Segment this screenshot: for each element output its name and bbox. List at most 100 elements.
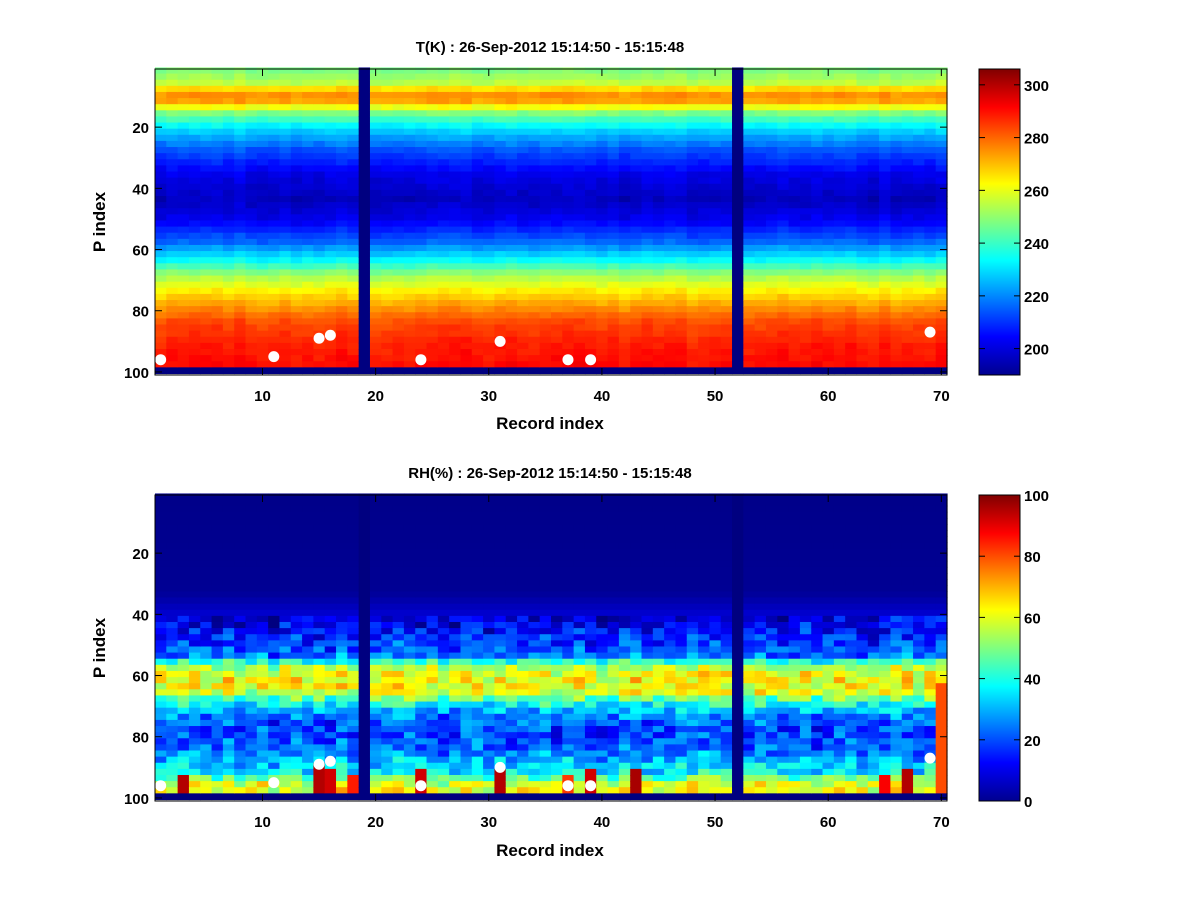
heatmap-cell bbox=[845, 79, 858, 87]
heatmap-cell bbox=[358, 177, 371, 185]
heatmap-cell bbox=[290, 232, 303, 240]
heatmap-cell bbox=[449, 122, 462, 130]
heatmap-cell bbox=[460, 312, 473, 319]
heatmap-cell bbox=[449, 689, 462, 697]
heatmap-cell bbox=[166, 85, 179, 93]
heatmap-cell bbox=[211, 597, 224, 605]
heatmap-cell bbox=[449, 621, 462, 629]
heatmap-cell bbox=[698, 67, 710, 75]
heatmap-cell bbox=[867, 110, 880, 118]
heatmap-cell bbox=[177, 171, 190, 179]
heatmap-cell bbox=[155, 281, 167, 289]
heatmap-cell bbox=[471, 367, 484, 375]
heatmap-cell bbox=[811, 263, 824, 271]
heatmap-cell bbox=[879, 269, 892, 277]
heatmap-cell bbox=[573, 183, 586, 191]
heatmap-cell bbox=[415, 177, 428, 185]
heatmap-cell bbox=[403, 768, 416, 776]
heatmap-cell bbox=[698, 232, 710, 240]
heatmap-cell bbox=[222, 348, 235, 356]
heatmap-cell bbox=[324, 98, 337, 105]
heatmap-cell bbox=[449, 774, 462, 782]
heatmap-cell bbox=[754, 342, 767, 350]
heatmap-cell bbox=[732, 128, 744, 136]
heatmap-cell bbox=[211, 677, 224, 684]
heatmap-cell bbox=[460, 330, 473, 338]
heatmap-cell bbox=[268, 573, 281, 580]
heatmap-cell bbox=[709, 348, 722, 356]
heatmap-cell bbox=[222, 585, 235, 592]
heatmap-cell bbox=[222, 493, 235, 501]
heatmap-cell bbox=[901, 355, 914, 362]
heatmap-cell bbox=[392, 640, 405, 648]
heatmap-cell bbox=[358, 634, 371, 641]
heatmap-cell bbox=[279, 275, 292, 283]
heatmap-cell bbox=[505, 165, 518, 173]
heatmap-cell bbox=[222, 738, 235, 745]
heatmap-cell bbox=[630, 171, 643, 179]
heatmap-cell bbox=[754, 79, 767, 87]
heatmap-cell bbox=[528, 220, 541, 228]
heatmap-cell bbox=[392, 134, 405, 142]
heatmap-cell bbox=[720, 324, 733, 332]
heatmap-cell bbox=[449, 640, 462, 648]
heatmap-cell bbox=[483, 300, 496, 307]
heatmap-cell bbox=[845, 238, 858, 246]
heatmap-cell bbox=[166, 560, 179, 568]
heatmap-cell bbox=[336, 646, 348, 654]
heatmap-cell bbox=[584, 287, 597, 295]
heatmap-cell bbox=[313, 646, 326, 654]
heatmap-cell bbox=[720, 330, 733, 338]
heatmap-cell bbox=[256, 85, 269, 93]
heatmap-cell bbox=[720, 244, 733, 252]
heatmap-cell bbox=[177, 159, 190, 166]
heatmap-cell bbox=[415, 336, 428, 344]
heatmap-cell bbox=[336, 110, 348, 118]
heatmap-cell bbox=[426, 189, 439, 197]
heatmap-cell bbox=[256, 355, 269, 362]
heatmap-cell bbox=[211, 226, 224, 234]
heatmap-cell bbox=[290, 554, 303, 562]
heatmap-cell bbox=[811, 159, 824, 166]
heatmap-cell bbox=[460, 355, 473, 362]
heatmap-cell bbox=[935, 189, 948, 197]
heatmap-cell bbox=[381, 116, 394, 124]
heatmap-cell bbox=[935, 251, 948, 258]
heatmap-cell bbox=[596, 91, 609, 99]
heatmap-cell bbox=[890, 324, 903, 332]
heatmap-cell bbox=[313, 147, 326, 154]
heatmap-cell bbox=[732, 171, 744, 179]
heatmap-cell bbox=[369, 579, 382, 586]
heatmap-cell bbox=[483, 134, 496, 142]
heatmap-cell bbox=[641, 98, 654, 105]
heatmap-cell bbox=[709, 269, 722, 277]
heatmap-cell bbox=[641, 232, 654, 240]
heatmap-cell bbox=[166, 579, 179, 586]
heatmap-cell bbox=[336, 744, 348, 752]
heatmap-cell bbox=[200, 536, 213, 544]
heatmap-cell bbox=[596, 165, 609, 173]
heatmap-cell bbox=[437, 554, 450, 562]
heatmap-cell bbox=[392, 318, 405, 326]
heatmap-cell bbox=[890, 67, 903, 75]
heatmap-cell bbox=[200, 104, 213, 111]
heatmap-cell bbox=[449, 226, 462, 234]
heatmap-cell bbox=[799, 336, 812, 344]
heatmap-cell bbox=[256, 640, 269, 648]
heatmap-cell bbox=[177, 579, 190, 586]
heatmap-cell bbox=[381, 640, 394, 648]
heatmap-cell bbox=[867, 361, 880, 368]
heatmap-cell bbox=[166, 348, 179, 356]
heatmap-cell bbox=[222, 98, 235, 105]
heatmap-cell bbox=[245, 110, 258, 118]
heatmap-cell bbox=[347, 134, 360, 142]
heatmap-cell bbox=[483, 128, 496, 136]
heatmap-cell bbox=[403, 195, 416, 203]
heatmap-cell bbox=[234, 579, 247, 586]
heatmap-cell bbox=[324, 355, 337, 362]
heatmap-cell bbox=[924, 128, 937, 136]
heatmap-cell bbox=[675, 306, 688, 313]
heatmap-cell bbox=[155, 165, 167, 173]
heatmap-cell bbox=[211, 756, 224, 764]
heatmap-cell bbox=[200, 713, 213, 721]
